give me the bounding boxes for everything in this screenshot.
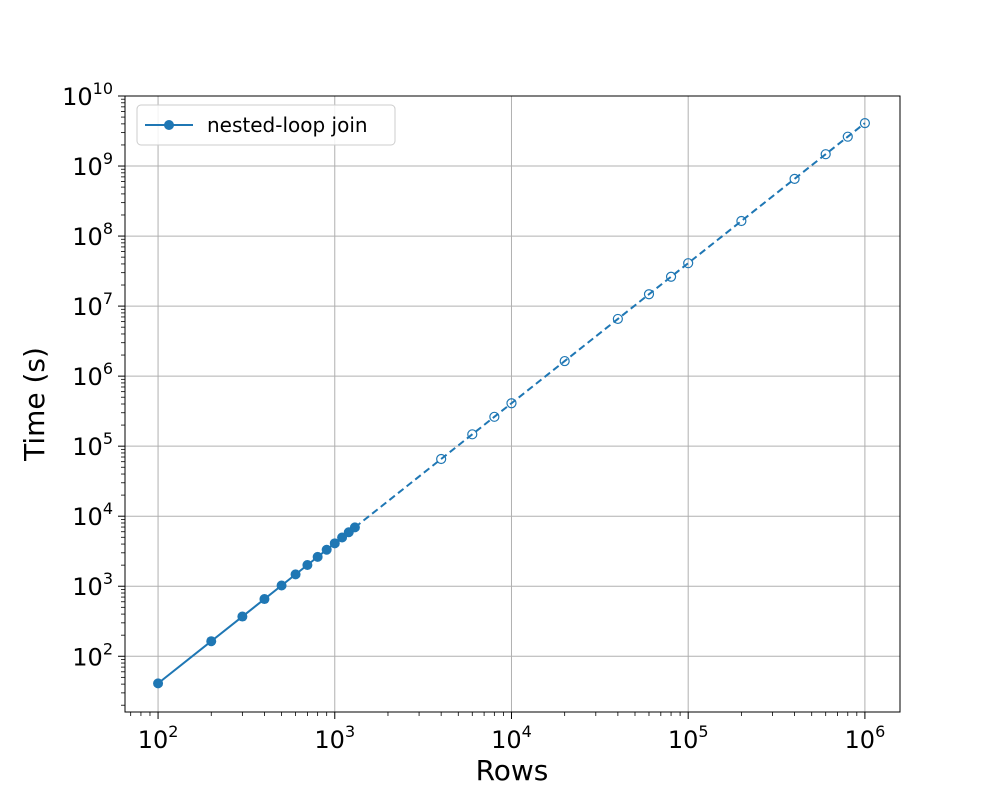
data-point (259, 594, 270, 605)
data-point-open (506, 398, 517, 409)
data-point (312, 551, 323, 562)
y-tick-label: 107 (72, 289, 113, 321)
data-point-open (665, 271, 677, 282)
data-point (302, 560, 313, 571)
data-point-open (789, 173, 800, 184)
data-point (276, 580, 287, 591)
legend-box (136, 104, 396, 146)
y-tick-label: 104 (72, 499, 113, 531)
y-axis-title: Time (s) (18, 347, 51, 462)
y-tick-label: 103 (72, 569, 113, 601)
data-point-open (683, 258, 694, 269)
data-point (329, 538, 340, 549)
data-point-open (489, 411, 500, 422)
legend-label: nested-loop join (207, 113, 368, 137)
series-layer (153, 118, 870, 689)
data-point (290, 569, 301, 580)
y-tick-label: 109 (72, 149, 113, 181)
data-point (153, 678, 164, 689)
data-point-open (859, 118, 870, 129)
data-point-open (842, 131, 853, 142)
x-axis-title: Rows (476, 754, 549, 787)
data-point (337, 532, 348, 543)
data-point-open (559, 355, 570, 367)
ticks: 102 103 104 105 106 102 103 104 105 106 107 108 109 1… (62, 79, 885, 754)
y-tick-label: 1010 (62, 79, 113, 111)
legend: nested-loop join (136, 104, 396, 146)
data-point-open (467, 429, 478, 440)
data-point (237, 611, 248, 622)
data-point-open (612, 313, 623, 325)
data-point (321, 544, 332, 555)
legend-marker-sample (164, 120, 174, 130)
data-point-open (436, 453, 447, 465)
y-tick-label: 108 (72, 219, 113, 251)
y-tick-label: 105 (72, 429, 113, 461)
x-tick-label: 104 (491, 722, 532, 754)
data-point (206, 636, 217, 647)
data-point-open (736, 215, 747, 227)
x-tick-label: 103 (314, 722, 355, 754)
x-tick-label: 105 (668, 722, 709, 754)
data-point-open (643, 289, 655, 300)
series-line-1 (354, 122, 866, 529)
x-tick-label: 102 (138, 722, 179, 754)
data-point-open (820, 149, 831, 160)
y-tick-label: 106 (72, 359, 113, 391)
y-tick-label: 102 (72, 639, 113, 671)
x-tick-label: 106 (845, 722, 886, 754)
